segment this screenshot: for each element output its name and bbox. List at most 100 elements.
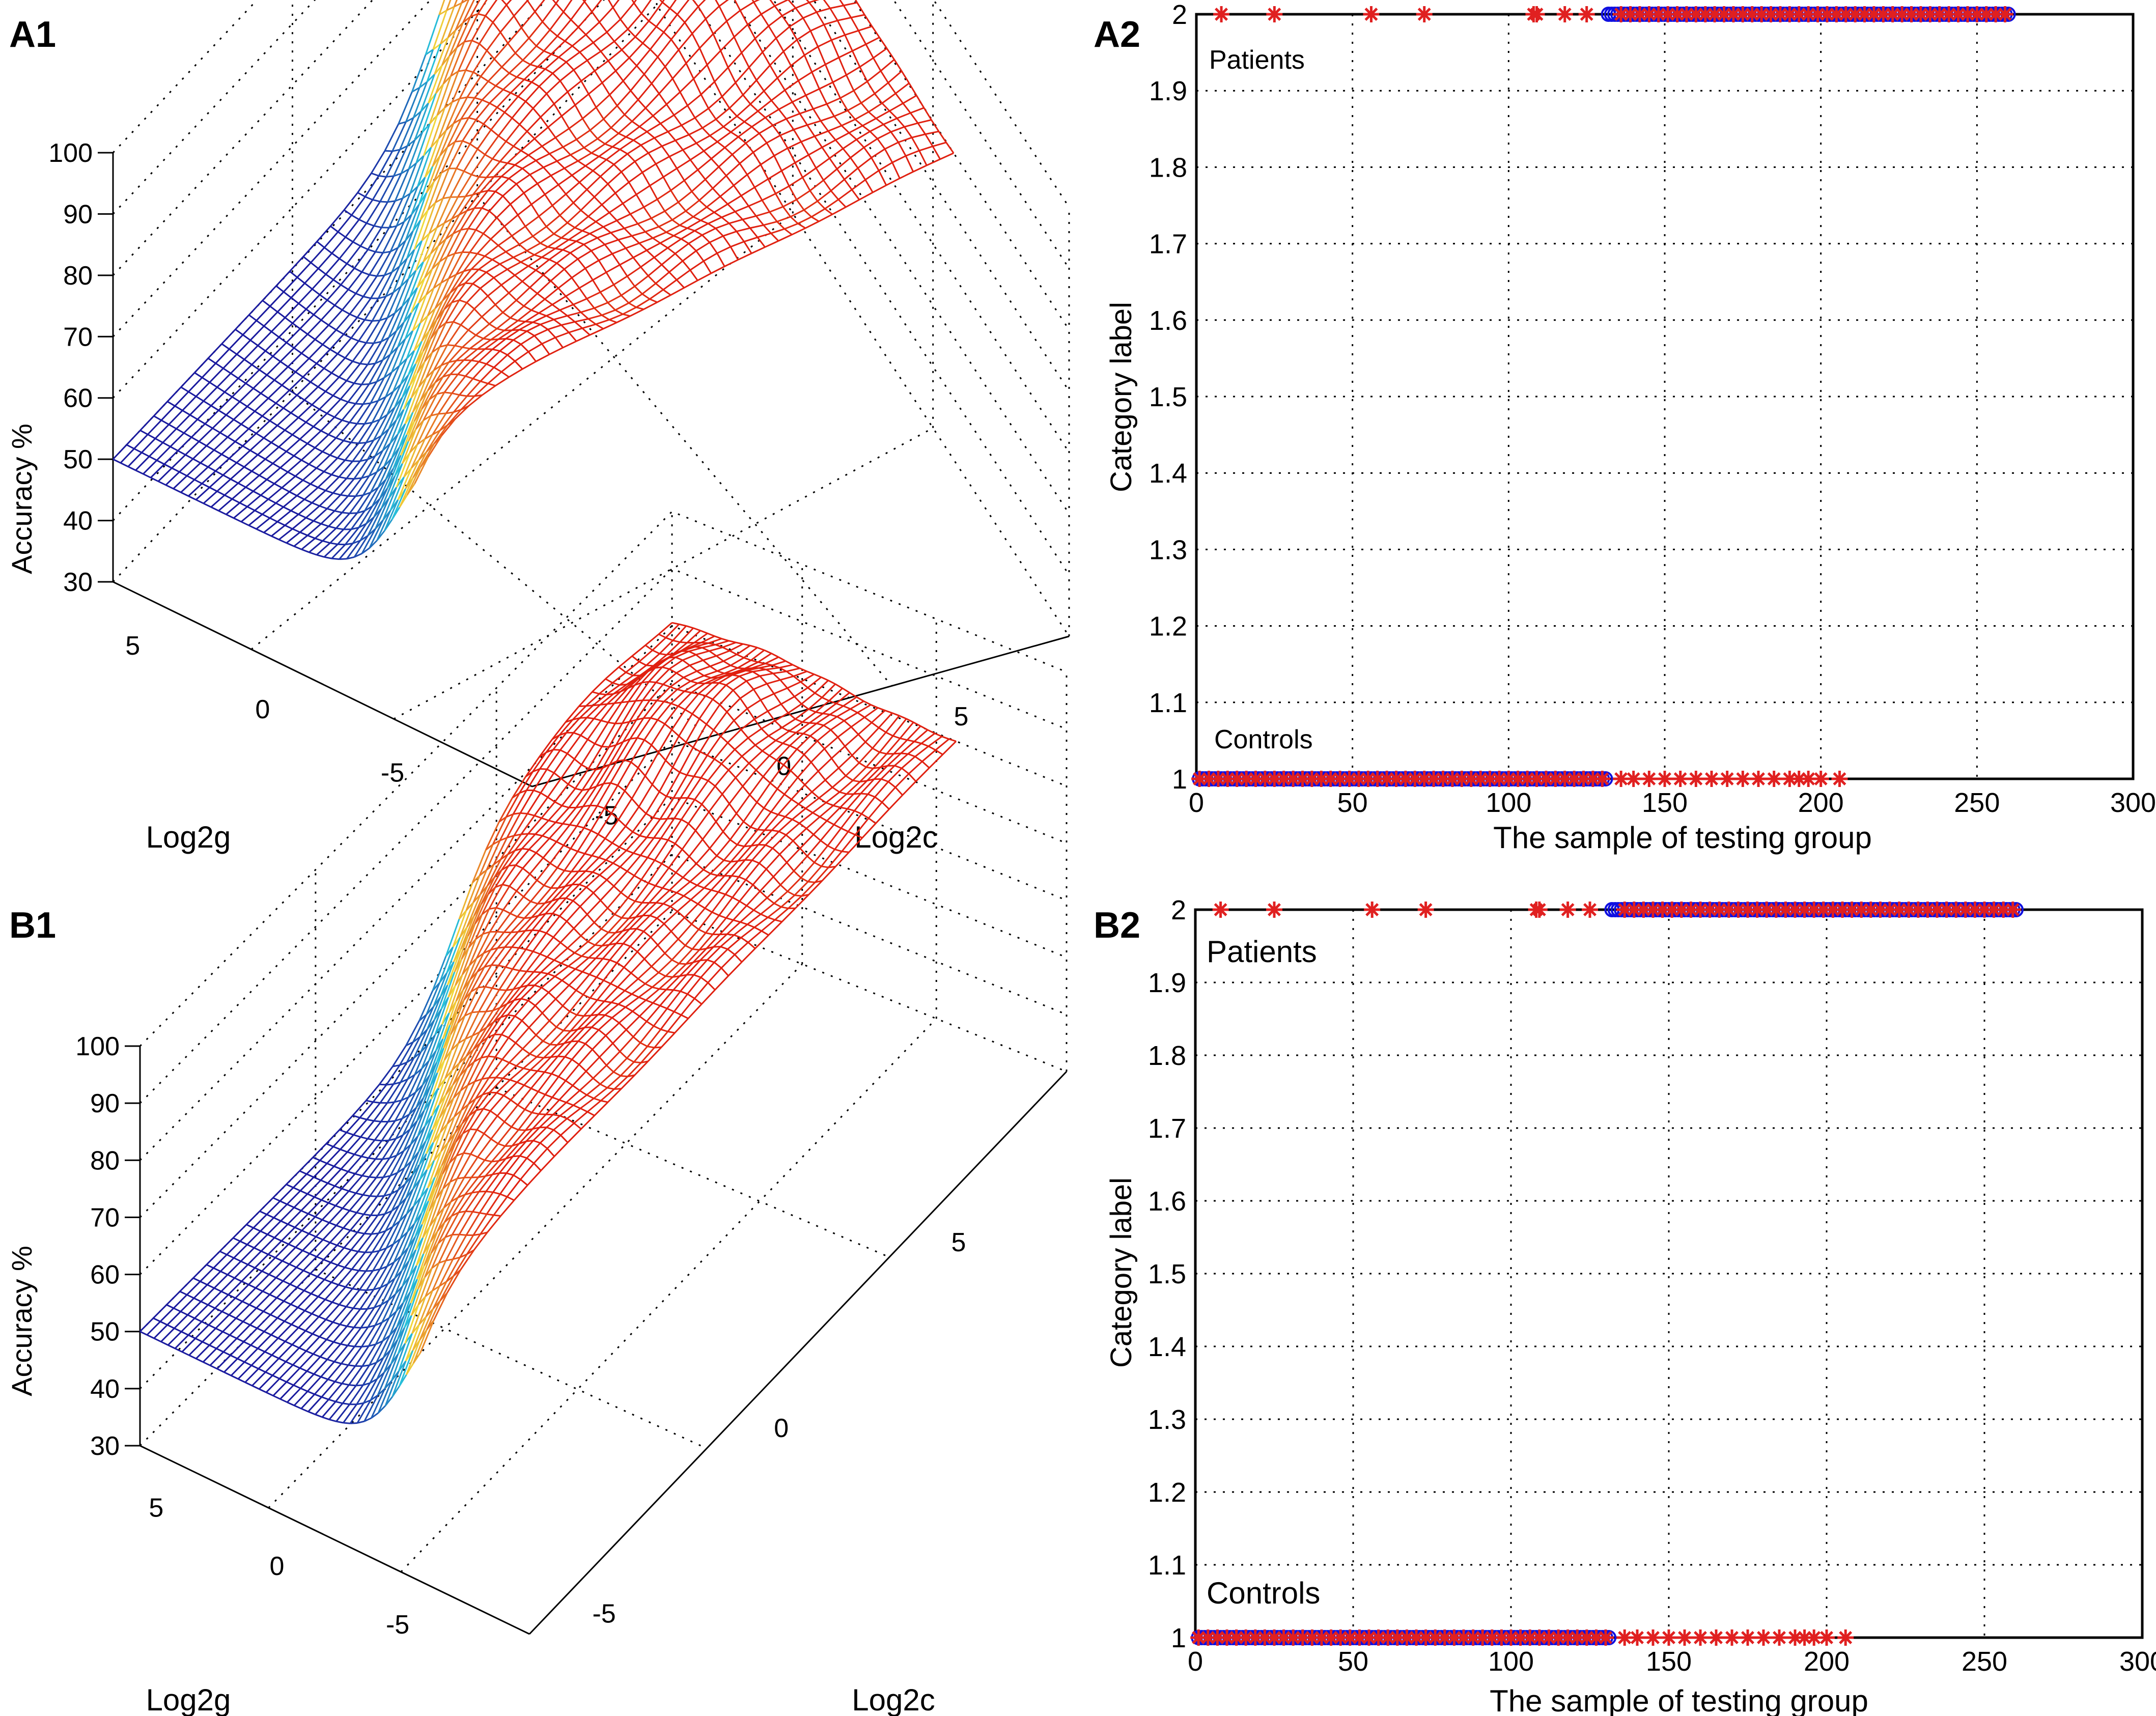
- b1-mesh-line: [595, 944, 602, 947]
- a1-mesh-line: [446, 119, 462, 148]
- b1-mesh-line: [256, 1307, 264, 1312]
- a1-mesh-line: [157, 467, 173, 482]
- b1-mesh-line: [653, 1002, 661, 1007]
- b1-mesh-line: [357, 1231, 365, 1234]
- a1-mesh-line: [638, 242, 648, 251]
- a1-mesh-line: [559, 303, 574, 311]
- a1-mesh-line: [841, 119, 856, 127]
- b1-mesh-line: [809, 735, 818, 742]
- b1-mesh-line: [766, 683, 775, 694]
- a1-mesh-line: [408, 132, 423, 170]
- a1-mesh-line: [386, 455, 402, 489]
- b1-mesh-line: [329, 1242, 338, 1246]
- a1-mesh-line: [721, 211, 736, 218]
- a1-mesh-line: [744, 110, 759, 123]
- b1-mesh-line: [179, 1290, 187, 1296]
- b1-mesh-line: [515, 864, 523, 869]
- b1-mesh-line: [831, 757, 839, 769]
- a1-mesh-line: [467, 316, 483, 331]
- b1-mesh-line: [228, 1294, 236, 1299]
- a1-mesh-line: [624, 228, 633, 237]
- a1-mesh-line: [574, 227, 583, 232]
- a1-mesh-line: [339, 376, 347, 382]
- a1-mesh-line: [304, 487, 319, 500]
- a1-mesh-line: [874, 93, 883, 104]
- a1-mesh-line: [287, 471, 296, 477]
- a1-mesh-line: [487, 66, 502, 82]
- a1-mesh-line: [433, 146, 449, 182]
- a1-mesh-line: [203, 386, 218, 402]
- a1-mesh-line: [702, 228, 716, 236]
- a1-mesh-line: [328, 525, 337, 529]
- a1-mesh-line: [660, 242, 668, 249]
- b1-mesh-line: [330, 1261, 339, 1266]
- b1-mesh-line: [641, 879, 649, 884]
- a1-mesh-line: [304, 399, 313, 406]
- b1-mesh-line: [574, 952, 582, 957]
- a1-mesh-line: [286, 451, 295, 457]
- a1-mesh-line: [299, 328, 309, 335]
- b1-mesh-line: [726, 711, 735, 721]
- a1-mesh-line: [316, 226, 331, 242]
- b1-mesh-line: [573, 1122, 582, 1130]
- a1-mesh-line: [209, 487, 218, 492]
- b1-mesh-line: [545, 1093, 553, 1099]
- a1-mesh-line: [851, 14, 865, 18]
- b1-mesh-line: [792, 840, 801, 849]
- a1-mesh-line: [702, 127, 711, 136]
- b1-mesh-line: [722, 646, 730, 652]
- a1-mesh-line: [544, 298, 553, 305]
- a1-mesh-line: [501, 371, 510, 378]
- a1-mesh-line: [492, 348, 500, 352]
- a1-mesh-line: [324, 231, 339, 248]
- a1-mesh-line: [453, 302, 468, 323]
- b1-mesh-line: [794, 894, 802, 897]
- b1-mesh-line: [844, 720, 852, 728]
- b1-mesh-line: [820, 840, 828, 847]
- a1-mesh-line: [563, 0, 573, 13]
- a1-mesh-line: [463, 149, 479, 172]
- a1-mesh-line: [477, 129, 492, 150]
- b1-mesh-line: [586, 914, 595, 923]
- b1-mesh-line: [856, 696, 864, 702]
- a1-mesh-line: [748, 200, 763, 207]
- a1-mesh-line: [460, 97, 475, 120]
- a1-mesh-line: [298, 302, 307, 310]
- a1-mesh-line: [399, 231, 414, 267]
- b1-mesh-line: [235, 1317, 244, 1323]
- b1-mesh-line: [572, 900, 581, 907]
- a1-mesh-line: [685, 210, 694, 218]
- a1-mesh-line: [876, 110, 890, 119]
- a1-mesh-line: [368, 359, 384, 385]
- b1-mesh-line: [665, 637, 674, 641]
- a1-mesh-line: [168, 410, 183, 425]
- b1-mesh-line: [313, 1157, 321, 1162]
- a1-mesh-line: [325, 273, 334, 280]
- a1-mesh-line: [519, 107, 534, 125]
- a1-mesh-line: [571, 165, 586, 176]
- b1-mesh-line: [780, 884, 788, 892]
- a1-mesh-line: [500, 284, 510, 294]
- b1-mesh-line: [698, 693, 706, 697]
- a1-mesh-line: [628, 57, 637, 67]
- b1-mesh-line: [593, 1078, 601, 1085]
- a1-mesh-line: [580, 196, 595, 211]
- a1-mesh-line: [661, 139, 676, 147]
- a1-mesh-line: [489, 102, 498, 108]
- a1-mesh-line: [649, 298, 658, 303]
- b1-mesh-line: [210, 1364, 218, 1370]
- b1-mesh-line: [291, 1324, 299, 1329]
- a1-mesh-line: [346, 363, 361, 381]
- a1-mesh-line: [340, 494, 348, 497]
- b1-mesh-line: [840, 806, 848, 810]
- a1-mesh-line: [499, 160, 508, 164]
- a1-mesh-line: [766, 142, 775, 156]
- a1-mesh-line: [192, 445, 207, 460]
- b1-mesh-line: [836, 716, 845, 722]
- a1-mesh-line: [635, 194, 645, 208]
- a1-mesh-line: [738, 126, 752, 138]
- a1-mesh-line: [549, 146, 564, 155]
- a1-mesh-line: [844, 167, 859, 180]
- a1-mesh-line: [824, 208, 833, 215]
- a1-mesh-line: [628, 42, 643, 59]
